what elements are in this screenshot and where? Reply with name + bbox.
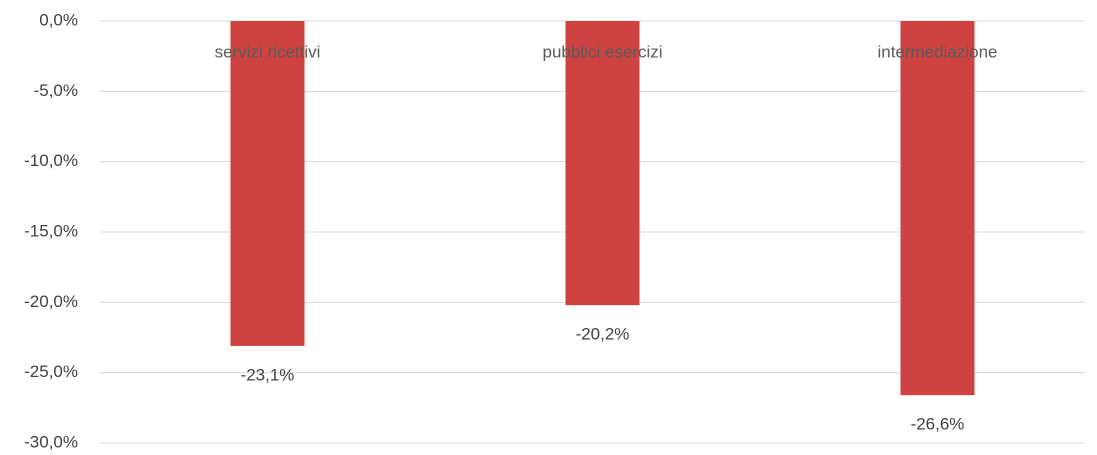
y-tick-label: -30,0% xyxy=(24,432,78,451)
y-tick-label: -15,0% xyxy=(24,221,78,240)
bar xyxy=(565,21,640,306)
x-tick-label: servizi ricettivi xyxy=(215,42,321,61)
y-tick-label: -25,0% xyxy=(24,362,78,381)
y-tick-label: 0,0% xyxy=(39,10,78,29)
data-label: -23,1% xyxy=(241,365,295,384)
y-tick-label: -20,0% xyxy=(24,292,78,311)
bar xyxy=(900,21,975,396)
y-tick-label: -10,0% xyxy=(24,151,78,170)
x-tick-label: intermediazione xyxy=(877,42,997,61)
data-label: -26,6% xyxy=(911,415,965,434)
y-tick-label: -5,0% xyxy=(34,81,78,100)
x-tick-label: pubblici esercizi xyxy=(543,42,663,61)
data-label: -20,2% xyxy=(576,325,630,344)
bar xyxy=(230,21,305,346)
